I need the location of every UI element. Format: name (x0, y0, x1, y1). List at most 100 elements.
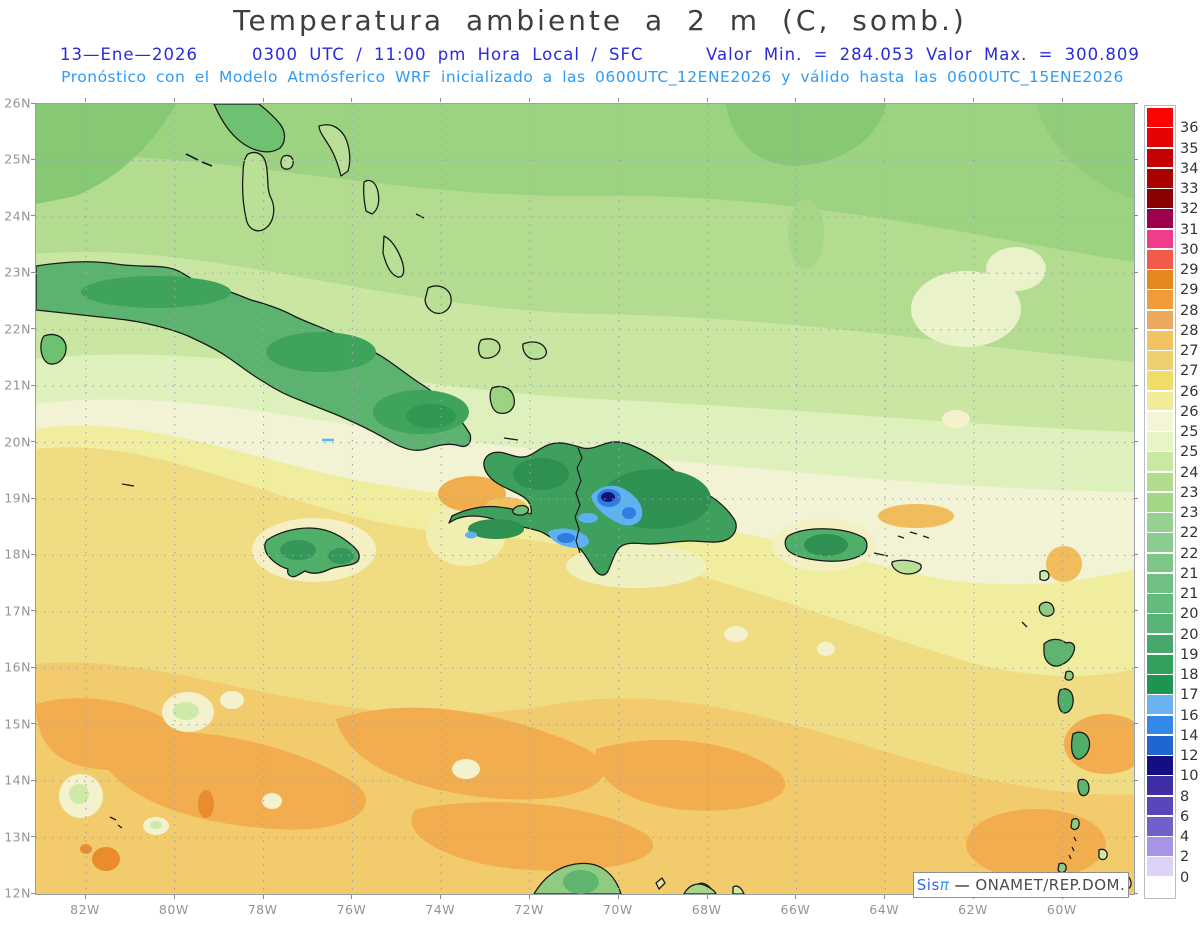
lon-tick (795, 98, 797, 102)
lon-tick (706, 895, 708, 899)
lat-tick (31, 328, 35, 330)
cool-eddies (59, 410, 970, 835)
colorbar (1144, 105, 1176, 900)
colorbar-cell (1147, 857, 1173, 876)
lon-tick (262, 895, 264, 899)
lat-label-26N: 26N (4, 95, 31, 111)
lon-tick (617, 98, 619, 102)
colorbar-label-36: 36 (1180, 120, 1199, 137)
colorbar-label-22: 22 (1180, 545, 1199, 562)
lon-tick (529, 895, 530, 899)
colorbar-cell (1147, 270, 1173, 289)
colorbar-label-8: 8 (1180, 788, 1190, 805)
colorbar-cell (1147, 654, 1173, 674)
lat-tick (1134, 328, 1138, 330)
colorbar-label-35: 35 (1180, 140, 1199, 157)
colorbar-cell (1147, 351, 1173, 370)
lon-label-76W: 76W (336, 902, 367, 917)
lon-tick (173, 98, 175, 102)
lon-label-64W: 64W (869, 902, 900, 917)
lon-label-70W: 70W (602, 902, 633, 917)
run-date: 13—Ene—2026 (60, 45, 199, 64)
colorbar-label-0: 0 (1180, 869, 1190, 886)
lat-tick (31, 836, 35, 838)
colorbar-label-28.5: 28.5 (1180, 302, 1200, 319)
lon-label-74W: 74W (425, 902, 456, 917)
lat-label-12N: 12N (4, 885, 31, 901)
lon-tick (351, 98, 353, 102)
lat-tick (31, 441, 35, 443)
colorbar-label-2: 2 (1180, 849, 1190, 866)
lon-label-72W: 72W (514, 902, 544, 917)
lon-label-78W: 78W (247, 902, 278, 917)
colorbar-cell (1147, 816, 1173, 836)
lat-label-23N: 23N (4, 264, 31, 280)
lat-tick (31, 553, 35, 555)
colorbar-cell (1147, 209, 1173, 228)
lat-tick (1134, 723, 1138, 725)
lat-label-25N: 25N (4, 151, 31, 167)
country-border (574, 447, 583, 554)
colorbar-cell (1147, 128, 1173, 147)
lat-tick (31, 779, 35, 781)
colorbar-cell (1147, 310, 1173, 330)
lon-tick (795, 895, 797, 899)
lat-tick (31, 271, 35, 273)
min-max-values: Valor Min. = 284.053 Valor Max. = 300.80… (706, 45, 1140, 64)
colorbar-cell (1147, 148, 1173, 168)
colorbar-cell (1147, 776, 1173, 795)
lon-tick (85, 895, 86, 899)
lon-tick (884, 98, 886, 102)
colorbar-label-23.5: 23.5 (1180, 484, 1200, 501)
lon-tick (529, 98, 530, 102)
credit-org: ONAMET/REP.DOM. (975, 876, 1126, 894)
lat-tick (31, 384, 35, 386)
lat-tick (1134, 158, 1138, 160)
colorbar-cell (1147, 553, 1173, 573)
lon-label-82W: 82W (70, 902, 100, 917)
lon-tick (85, 98, 86, 102)
colorbar-cell (1147, 371, 1173, 390)
colorbar-cell (1147, 432, 1173, 451)
lat-label-19N: 19N (4, 490, 31, 506)
lat-tick (1134, 384, 1138, 386)
colorbar-label-24: 24 (1180, 464, 1199, 481)
colorbar-label-25.5: 25.5 (1180, 424, 1200, 441)
lat-tick (31, 102, 35, 104)
colorbar-cell (1147, 229, 1173, 249)
lon-label-62W: 62W (958, 902, 988, 917)
colorbar-cell (1147, 715, 1173, 735)
lat-tick (1134, 836, 1138, 838)
colorbar-label-20: 20 (1180, 626, 1199, 643)
colorbar-label-10: 10 (1180, 768, 1199, 785)
colorbar-label-19: 19 (1180, 646, 1199, 663)
colorbar-label-20.5: 20.5 (1180, 606, 1200, 623)
valid-time: 0300 UTC / 11:00 pm Hora Local / SFC (252, 45, 644, 64)
colorbar-cell (1147, 391, 1173, 411)
colorbar-label-32: 32 (1180, 201, 1199, 218)
lon-tick (173, 895, 175, 899)
lon-label-80W: 80W (158, 902, 189, 917)
colorbar-cell (1147, 411, 1173, 431)
colorbar-cell (1147, 695, 1173, 714)
lon-tick (262, 98, 264, 102)
lat-label-16N: 16N (4, 659, 31, 675)
colorbar-label-25: 25 (1180, 444, 1199, 461)
colorbar-cell (1147, 614, 1173, 633)
credit-dash: — (954, 876, 976, 894)
lon-tick (884, 895, 886, 899)
colorbar-cell (1147, 168, 1173, 188)
lon-tick (706, 98, 708, 102)
credit-box: Sisπ — ONAMET/REP.DOM. (913, 872, 1129, 898)
colorbar-cell (1147, 573, 1173, 593)
lat-tick (1134, 610, 1138, 612)
lat-label-17N: 17N (4, 603, 31, 619)
lat-label-22N: 22N (4, 321, 31, 337)
colorbar-cell (1147, 452, 1173, 471)
colorbar-label-31.5: 31.5 (1180, 221, 1200, 238)
lon-tick (351, 895, 353, 899)
terrain-shading (81, 276, 848, 894)
colorbar-label-34: 34 (1180, 160, 1199, 177)
lat-tick (1134, 102, 1138, 104)
colorbar-label-29.7: 29.7 (1180, 262, 1200, 279)
